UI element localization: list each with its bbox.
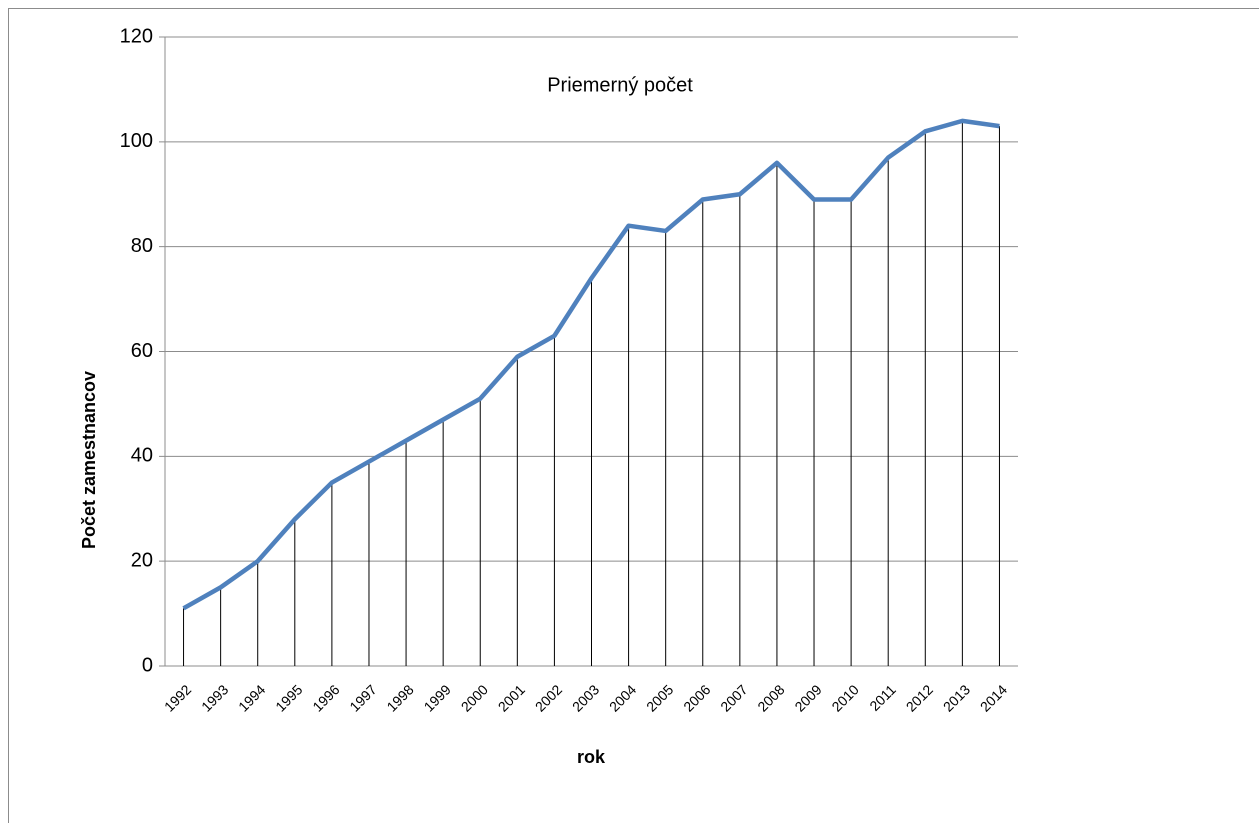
x-axis-label: rok bbox=[577, 747, 606, 767]
chart-title: Priemerný počet bbox=[547, 74, 693, 96]
y-tick-label: 80 bbox=[131, 235, 153, 257]
y-axis-label: Počet zamestnancov bbox=[79, 371, 99, 549]
y-tick-label: 60 bbox=[131, 340, 153, 362]
y-tick-label: 20 bbox=[131, 549, 153, 571]
y-tick-label: 0 bbox=[142, 654, 153, 676]
chart-frame bbox=[9, 9, 1259, 824]
y-tick-label: 40 bbox=[131, 445, 153, 467]
y-tick-label: 120 bbox=[120, 25, 153, 47]
y-tick-label: 100 bbox=[120, 130, 153, 152]
